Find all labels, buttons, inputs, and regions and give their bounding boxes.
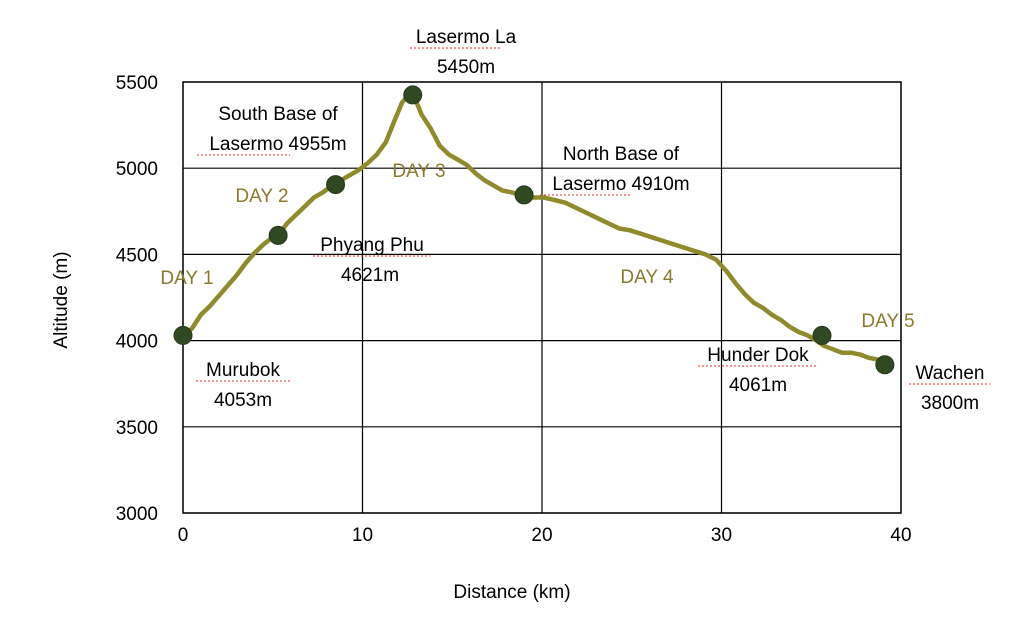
x-tick-label: 10 <box>352 525 373 546</box>
day-label-1: DAY 1 <box>160 268 213 289</box>
waypoint-marker <box>173 325 193 345</box>
day-label-3: DAY 3 <box>392 161 445 182</box>
waypoint-name-north-base: North Base of <box>563 144 680 165</box>
y-tick-label: 3500 <box>116 418 158 439</box>
waypoint-marker <box>403 85 423 105</box>
y-tick-label: 5000 <box>116 159 158 180</box>
waypoint-elev-hunder-dok: 4061m <box>729 375 787 396</box>
grid-lines <box>182 81 902 514</box>
day-label-4: DAY 4 <box>620 267 674 288</box>
waypoint-elev-north-base: Lasermo 4910m <box>552 174 689 195</box>
x-tick-labels: 0 10 20 30 40 <box>178 525 912 546</box>
waypoint-name-lasermo-la: Lasermo La <box>416 27 517 48</box>
day-label-5: DAY 5 <box>861 311 914 332</box>
day-label-2: DAY 2 <box>235 186 288 207</box>
y-tick-labels: 3000 3500 4000 4500 5000 5500 <box>116 73 158 525</box>
altitude-profile-line <box>180 91 888 367</box>
y-tick-label: 4500 <box>116 245 158 266</box>
waypoint-elev-wachen: 3800m <box>921 393 979 414</box>
waypoint-name-south-base: South Base of <box>218 104 338 125</box>
waypoint-name-hunder-dok: Hunder Dok <box>707 345 809 366</box>
y-tick-label: 3000 <box>116 504 158 525</box>
x-tick-label: 40 <box>890 525 911 546</box>
waypoint-marker <box>514 185 534 205</box>
plot-frame <box>182 81 902 514</box>
waypoint-elev-south-base: Lasermo 4955m <box>209 134 346 155</box>
y-tick-label: 4000 <box>116 332 158 353</box>
x-axis-title: Distance (km) <box>453 582 570 603</box>
waypoint-marker <box>812 325 832 345</box>
waypoint-elev-murubok: 4053m <box>214 390 272 411</box>
y-tick-label: 5500 <box>116 73 158 94</box>
x-tick-label: 30 <box>711 525 732 546</box>
waypoint-marker <box>268 225 288 245</box>
waypoint-name-phyang-phu: Phyang Phu <box>320 235 424 256</box>
waypoint-elev-phyang-phu: 4621m <box>341 265 399 286</box>
waypoint-marker <box>326 175 346 195</box>
x-tick-label: 20 <box>531 525 552 546</box>
y-axis-title: Altitude (m) <box>51 251 72 348</box>
waypoint-name-wachen: Wachen <box>916 363 985 384</box>
waypoint-marker <box>875 355 895 375</box>
waypoint-markers <box>173 85 895 375</box>
waypoint-name-murubok: Murubok <box>206 360 280 381</box>
waypoint-elev-lasermo-la: 5450m <box>437 57 495 78</box>
x-tick-label: 0 <box>178 525 189 546</box>
